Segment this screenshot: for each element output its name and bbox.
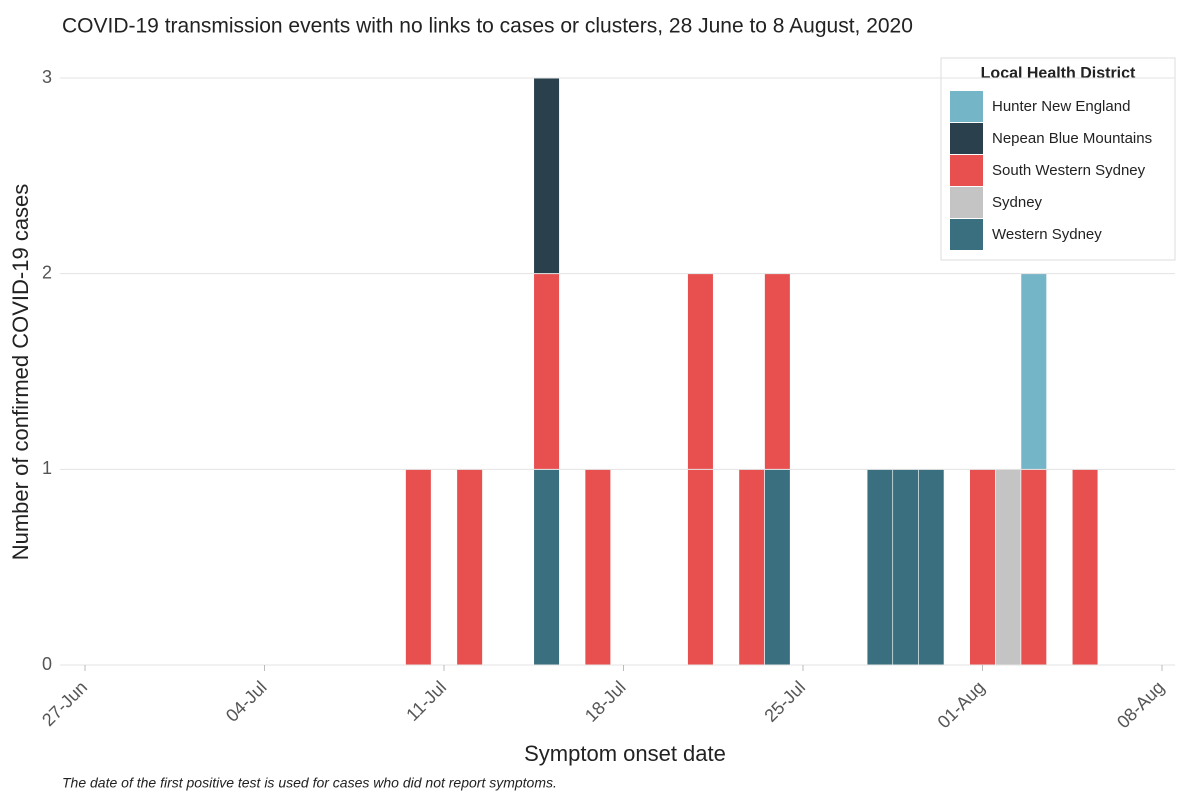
- bar: [405, 469, 432, 666]
- x-tick-label: 04-Jul: [222, 677, 271, 726]
- bar: [1071, 469, 1099, 666]
- x-tick-label: 08-Aug: [1113, 677, 1168, 732]
- legend-label: Hunter New England: [992, 98, 1130, 115]
- bar: [969, 469, 996, 666]
- legend: Local Health District Hunter New England…: [940, 57, 1176, 261]
- x-tick-label: 27-Jun: [38, 677, 91, 730]
- y-tick-label: 1: [42, 458, 52, 478]
- legend-swatch: [950, 187, 983, 218]
- legend-label: South Western Sydney: [992, 162, 1146, 179]
- x-axis-label: Symptom onset date: [524, 741, 726, 766]
- legend-swatch: [950, 91, 983, 122]
- bar: [764, 273, 791, 470]
- legend-label: Sydney: [992, 194, 1043, 211]
- legend-swatch: [950, 219, 983, 250]
- bar: [892, 469, 919, 666]
- legend-swatch: [950, 123, 983, 154]
- x-tick-label: 11-Jul: [402, 677, 450, 725]
- x-tick-label: 01-Aug: [933, 677, 988, 732]
- bar: [866, 469, 894, 666]
- bar: [584, 469, 611, 666]
- chart-title: COVID-19 transmission events with no lin…: [62, 15, 913, 38]
- bar: [995, 469, 1022, 666]
- legend-title: Local Health District: [981, 65, 1136, 82]
- legend-swatch: [950, 155, 983, 186]
- y-tick-label: 3: [42, 67, 52, 87]
- bar: [456, 469, 483, 666]
- y-tick-label: 2: [42, 262, 52, 282]
- bar: [533, 273, 560, 470]
- x-tick-label: 25-Jul: [760, 677, 809, 726]
- bar: [533, 469, 560, 666]
- plot-area: [405, 77, 1099, 666]
- x-tick-label: 18-Jul: [581, 677, 630, 726]
- bar: [764, 469, 791, 666]
- bar: [918, 469, 945, 666]
- bar: [1020, 469, 1047, 666]
- y-axis-label: Number of confirmed COVID-19 cases: [8, 184, 33, 561]
- bar: [533, 77, 560, 274]
- legend-label: Western Sydney: [992, 226, 1102, 243]
- footnote: The date of the first positive test is u…: [62, 775, 557, 791]
- bar: [1020, 273, 1047, 470]
- y-tick-label: 0: [42, 654, 52, 674]
- bar: [738, 469, 765, 666]
- legend-label: Nepean Blue Mountains: [992, 130, 1152, 147]
